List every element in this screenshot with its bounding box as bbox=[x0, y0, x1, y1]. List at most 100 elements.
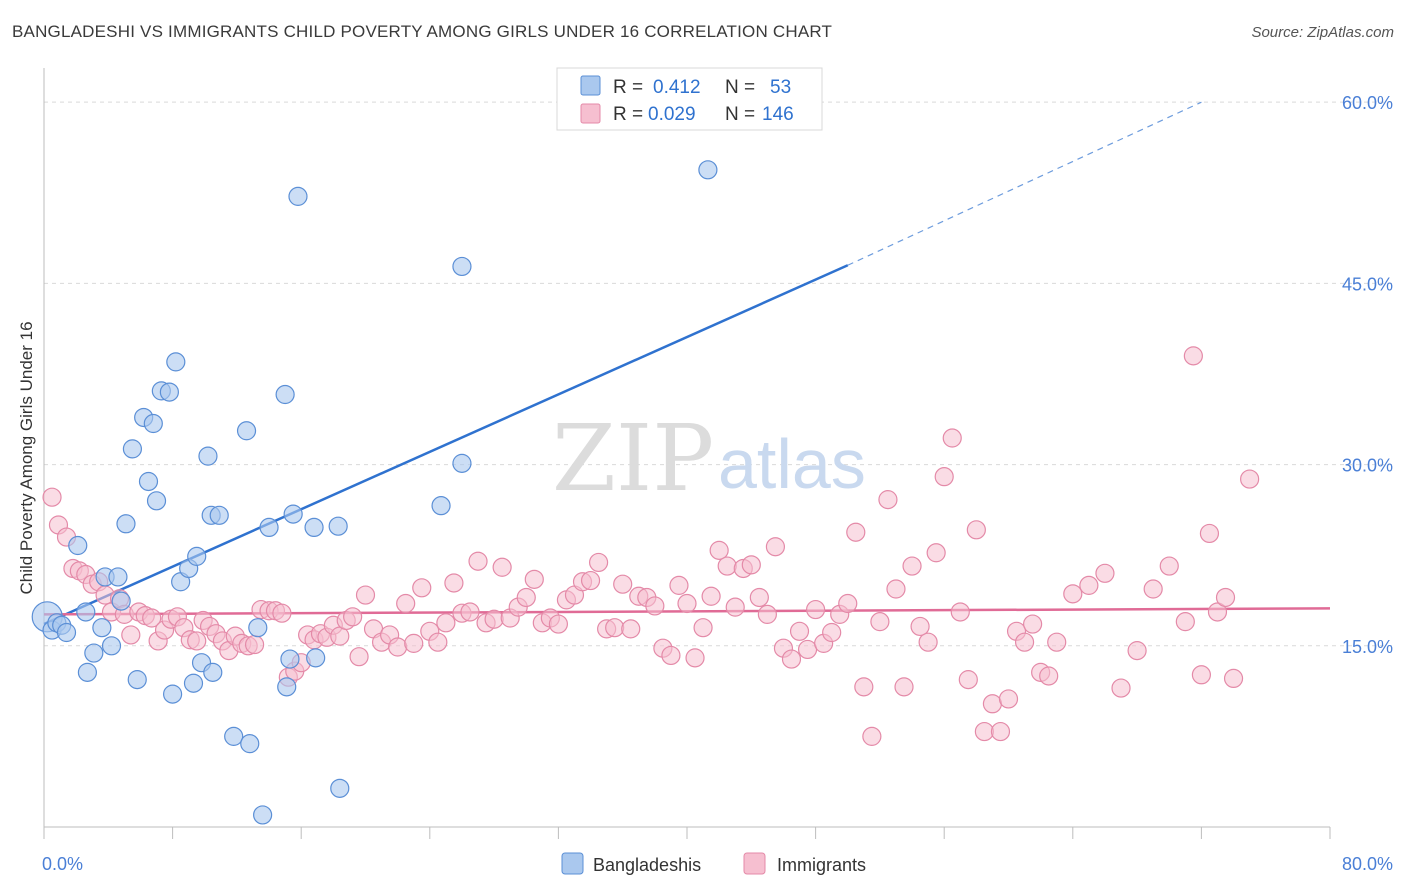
bangladeshis-point-24 bbox=[166, 352, 186, 372]
immigrants-point-135 bbox=[1063, 584, 1083, 604]
x-tick-label-1: 80.0% bbox=[1342, 854, 1393, 874]
tick-labels: 15.0% 30.0% 45.0% 60.0% 0.0% 80.0% bbox=[42, 93, 1393, 874]
bangladeshis-point-18 bbox=[138, 471, 159, 492]
immigrants-point-137 bbox=[1095, 563, 1115, 583]
immigrants-point-119 bbox=[926, 543, 946, 563]
immigrants-point-102 bbox=[789, 621, 810, 641]
bangladeshis-point-32 bbox=[198, 446, 218, 466]
immigrants-point-131 bbox=[1023, 614, 1043, 634]
bangladeshis-point-52 bbox=[280, 649, 300, 669]
source-label: Source: ZipAtlas.com bbox=[1251, 24, 1394, 41]
bangladeshis-point-37 bbox=[248, 618, 268, 638]
immigrants-point-92 bbox=[709, 540, 729, 560]
immigrants-point-108 bbox=[838, 593, 858, 614]
immigrants-point-146 bbox=[1207, 602, 1228, 622]
immigrants-point-94 bbox=[725, 597, 745, 617]
bangladeshis-point-47 bbox=[330, 778, 350, 798]
bangladeshis-point-19 bbox=[143, 413, 163, 434]
immigrants-point-134 bbox=[1047, 632, 1067, 652]
immigrants-point-125 bbox=[974, 721, 994, 742]
bangladeshis-point-51 bbox=[698, 160, 718, 180]
immigrants-point-136 bbox=[1079, 575, 1099, 595]
y-tick-label-1: 30.0% bbox=[1342, 456, 1393, 476]
legend-r-label-1: R = bbox=[613, 77, 643, 98]
bangladeshis-point-14 bbox=[116, 514, 136, 534]
immigrants-point-148 bbox=[1223, 668, 1244, 689]
bangladeshis-point-49 bbox=[431, 496, 451, 516]
bangladeshis-point-42 bbox=[283, 504, 303, 524]
immigrants-point-110 bbox=[854, 677, 874, 697]
immigrants-point-130 bbox=[1014, 632, 1035, 652]
immigrants-point-62 bbox=[468, 551, 488, 571]
immigrants-point-149 bbox=[1240, 469, 1260, 489]
series-legend-label-immigrants: Immigrants bbox=[777, 855, 866, 875]
immigrants-point-53 bbox=[396, 593, 416, 614]
immigrants-point-87 bbox=[669, 575, 689, 595]
bangladeshis-point-5 bbox=[68, 535, 88, 556]
immigrants-point-147 bbox=[1215, 587, 1236, 608]
bangladeshis-point-20 bbox=[146, 491, 167, 511]
immigrants-point-128 bbox=[998, 689, 1019, 709]
immigrants-point-81 bbox=[621, 619, 641, 639]
immigrants-point-116 bbox=[902, 556, 922, 576]
bangladeshis-point-40 bbox=[275, 384, 295, 405]
immigrants-point-118 bbox=[918, 632, 938, 652]
immigrants-point-142 bbox=[1175, 612, 1195, 632]
immigrants-point-61 bbox=[460, 602, 480, 622]
bangladeshis-point-38 bbox=[253, 805, 273, 825]
immigrants-point-120 bbox=[934, 467, 954, 487]
immigrants-point-77 bbox=[588, 552, 609, 573]
bangladeshis-point-22 bbox=[159, 382, 179, 402]
immigrants-point-72 bbox=[548, 614, 569, 634]
immigrants-point-84 bbox=[645, 596, 665, 616]
legend-r-value-2: 0.029 bbox=[648, 104, 696, 125]
immigrants-point-109 bbox=[846, 522, 866, 542]
immigrants-point-54 bbox=[404, 633, 424, 653]
immigrants-point-90 bbox=[693, 618, 713, 638]
immigrants-point-127 bbox=[990, 721, 1011, 742]
immigrants-point-124 bbox=[966, 520, 986, 540]
immigrants-point-99 bbox=[765, 537, 786, 557]
immigrants-point-47 bbox=[349, 647, 369, 667]
series-legend: Bangladeshis Immigrants bbox=[561, 852, 866, 875]
immigrants-point-117 bbox=[910, 616, 930, 637]
bangladeshis-point-35 bbox=[236, 421, 257, 441]
immigrants-point-80 bbox=[613, 574, 633, 594]
bangladeshis-point-12 bbox=[108, 567, 128, 587]
bangladeshis-point-13 bbox=[111, 591, 131, 611]
y-tick-label-3: 60.0% bbox=[1342, 93, 1393, 113]
bangladeshis-point-28 bbox=[187, 546, 207, 566]
x-tick-label-0: 0.0% bbox=[42, 854, 83, 874]
y-tick-label-0: 15.0% bbox=[1342, 637, 1393, 657]
immigrants-point-121 bbox=[942, 428, 962, 448]
immigrants-point-31 bbox=[244, 634, 265, 655]
immigrants-point-91 bbox=[701, 586, 721, 606]
immigrants-point-113 bbox=[878, 490, 898, 510]
bangladeshis-point-16 bbox=[127, 670, 147, 690]
watermark: ZIP atlas bbox=[552, 405, 866, 512]
immigrants-point-126 bbox=[982, 694, 1003, 714]
legend-r-label-2: R = bbox=[613, 104, 643, 125]
immigrants-point-68 bbox=[516, 587, 536, 608]
bangladeshis-point-23 bbox=[163, 684, 183, 704]
chart-title: BANGLADESHI VS IMMIGRANTS CHILD POVERTY … bbox=[12, 22, 833, 41]
immigrants-point-55 bbox=[412, 578, 432, 598]
immigrants-point-139 bbox=[1127, 641, 1147, 661]
bangladeshis-point-48 bbox=[452, 453, 472, 473]
immigrants-point-12 bbox=[121, 625, 141, 645]
immigrants-point-143 bbox=[1183, 346, 1203, 366]
immigrants-point-88 bbox=[677, 593, 697, 614]
bangladeshis-trend-line bbox=[43, 264, 849, 626]
bangladeshis-point-4 bbox=[56, 622, 77, 643]
watermark-atlas: atlas bbox=[718, 425, 866, 503]
immigrants-point-133 bbox=[1039, 666, 1059, 686]
stats-legend-box bbox=[556, 67, 823, 131]
immigrants-point-57 bbox=[428, 632, 448, 652]
bangladeshis-point-9 bbox=[92, 618, 112, 638]
bangladeshis-point-44 bbox=[304, 517, 324, 538]
immigrants-point-52 bbox=[388, 637, 408, 657]
immigrants-point-122 bbox=[950, 602, 970, 622]
immigrants-point-65 bbox=[492, 557, 512, 577]
series-legend-swatch-bangladeshis bbox=[561, 852, 584, 875]
immigrants-point-123 bbox=[958, 670, 978, 690]
